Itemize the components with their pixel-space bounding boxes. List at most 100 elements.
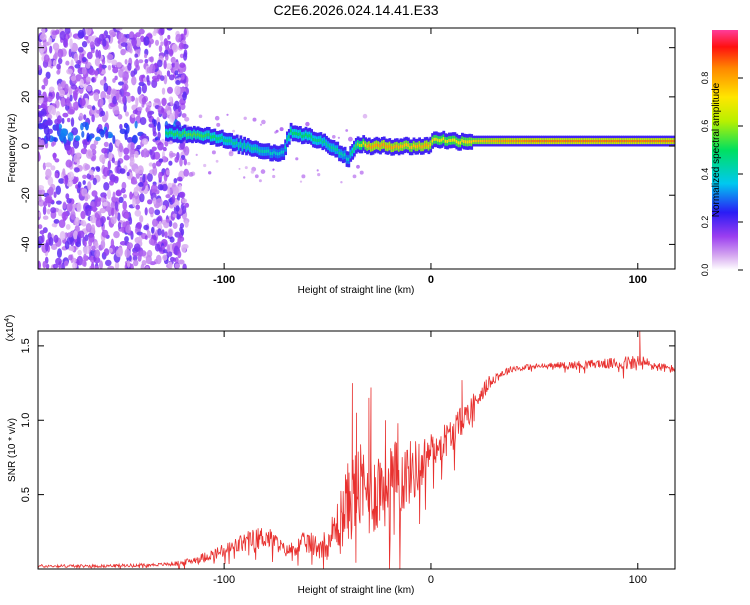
ridge-core [310,135,313,139]
ridge-core [267,149,270,153]
ridge-core [364,143,367,147]
noise-speckle [137,253,142,262]
noise-speckle [152,131,157,137]
noise-speckle [100,69,106,75]
ridge-core [565,140,568,143]
noise-speckle [148,207,155,215]
noise-speckle [142,148,149,158]
ridge-core [442,137,445,141]
ridge-core [373,144,376,148]
noise-speckle [45,242,49,252]
spectrogram-xlabel: Height of straight line (km) [298,285,415,296]
noise-speckle [54,158,60,163]
noise-speckle [102,38,107,47]
noise-speckle [120,42,128,47]
ridge-core [559,140,563,143]
noise-speckle [45,263,50,269]
noise-speckle [143,224,149,231]
ridge-core [278,152,282,156]
noise-speckle [53,234,59,243]
noise-speckle [85,62,91,69]
noise-speckle [135,97,139,107]
ridge-core [288,135,291,139]
ridge-core [182,132,185,136]
noise-speckle [70,246,75,252]
noise-speckle [45,162,52,168]
noise-speckle [65,193,70,200]
snr-multiplier-close: ) [5,315,16,318]
ridge-core [653,140,656,143]
noise-speckle [129,157,135,166]
noise-speckle [161,97,167,107]
colorbar-tick-label: 0.4 [700,168,710,181]
noise-speckle [48,236,54,246]
ridge-core [167,132,170,136]
ridge-core [381,143,384,147]
ridge-core [550,140,553,143]
ridge-core [234,141,237,145]
snr-multiplier-exp: 4 [4,318,11,322]
ridge-core [420,145,423,149]
spectrogram-xtick-label: 0 [428,274,434,286]
ridge-core [377,144,380,148]
ridge-core [452,138,455,142]
noise-speckle [94,265,100,269]
noise-speckle [55,91,60,101]
noise-speckle [166,70,171,77]
noise-speckle [175,205,180,212]
noise-speckle [129,191,133,200]
ridge-core [416,145,419,149]
ridge-core [666,140,669,143]
ridge-core [664,140,667,143]
noise-speckle [38,116,41,122]
noise-speckle [107,64,112,71]
ridge-core [591,140,594,143]
ridge-core [615,140,618,143]
noise-speckle [124,236,129,243]
noise-speckle [38,95,44,104]
ridge-core [297,132,300,136]
ridge-core [517,140,520,143]
noise-speckle [127,260,131,268]
ridge-core [593,140,596,143]
ridge-core [236,140,239,144]
noise-speckle [168,96,173,102]
ridge-core [185,133,188,137]
ridge-core [368,143,371,147]
noise-speckle [67,117,71,123]
noise-speckle [119,123,123,130]
ridge-core [318,138,321,142]
ridge-core [610,140,613,143]
ridge-core [230,139,233,143]
noise-speckle [170,56,176,64]
page-title: C2E6.2026.024.14.41.E33 [273,2,438,18]
noise-speckle [62,112,69,118]
noise-speckle [57,209,63,217]
ridge-core [403,143,406,147]
ridge-core [545,140,548,143]
noise-speckle [177,94,183,99]
ridge-core [336,148,339,152]
ridge-core [506,140,509,143]
noise-speckle [135,204,140,210]
ridge-core [554,140,557,143]
noise-speckle [181,244,187,253]
noise-speckle [105,110,109,121]
noise-speckle [41,234,45,243]
noise-speckle [103,182,110,191]
noise-speckle [165,218,170,223]
noise-speckle [93,256,101,264]
ridge-core [392,146,395,150]
noise-speckle [47,96,53,103]
noise-speckle [80,148,88,155]
noise-speckle [161,87,166,95]
noise-speckle [169,203,174,209]
noise-speckle [125,111,129,117]
ridge-core [176,131,179,135]
snr-xtick-label: 0 [428,574,434,586]
noise-speckle [86,85,92,92]
ridge-core [228,139,231,143]
ridge-core [219,136,222,140]
ridge-core [414,145,417,149]
noise-speckle [93,112,100,118]
